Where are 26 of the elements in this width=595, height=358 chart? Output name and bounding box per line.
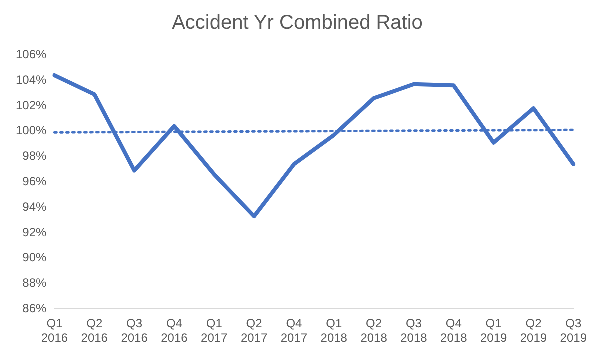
y-tick-label: 104%	[16, 72, 48, 87]
y-tick-label: 98%	[22, 149, 48, 164]
y-tick-label: 96%	[22, 174, 48, 189]
y-tick-label: 102%	[16, 98, 48, 112]
x-tick-label: Q2 2019	[520, 316, 548, 346]
x-tick-label: Q1 2018	[320, 316, 348, 346]
x-tick-label: Q4 2018	[440, 316, 468, 346]
y-tick-label: 100%	[16, 124, 48, 138]
y-tick-label: 94%	[22, 200, 48, 214]
y-tick-label: 106%	[16, 48, 48, 62]
x-tick-label: Q4 2017	[280, 316, 308, 346]
x-tick-label: Q3 2019	[560, 316, 588, 346]
y-tick-label: 86%	[22, 302, 48, 316]
x-tick-label: Q1 2017	[201, 316, 228, 346]
x-tick-label: Q3 2016	[121, 316, 148, 346]
y-tick-label: 88%	[22, 276, 48, 290]
x-tick-label: Q3 2018	[400, 316, 428, 346]
x-tick-label: Q1 2019	[480, 316, 508, 346]
x-tick-label: Q4 2016	[161, 316, 188, 346]
x-tick-label: Q2 2016	[81, 316, 108, 346]
y-tick-label: 90%	[22, 250, 48, 265]
chart-title: Accident Yr Combined Ratio	[171, 12, 424, 36]
x-tick-label: Q2 2017	[240, 316, 268, 346]
x-tick-label: Q2 2018	[360, 316, 388, 346]
x-tick-label: Q1 2016	[41, 316, 68, 346]
y-tick-label: 92%	[22, 225, 48, 240]
